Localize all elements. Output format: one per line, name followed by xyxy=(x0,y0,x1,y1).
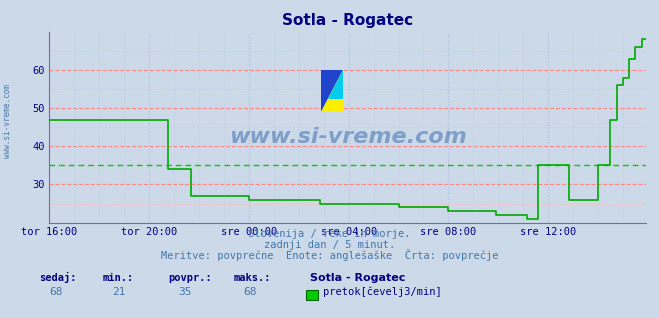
Text: pretok[čevelj3/min]: pretok[čevelj3/min] xyxy=(323,287,442,297)
Polygon shape xyxy=(321,70,343,112)
Text: zadnji dan / 5 minut.: zadnji dan / 5 minut. xyxy=(264,240,395,250)
Title: Sotla - Rogatec: Sotla - Rogatec xyxy=(282,13,413,28)
Text: Meritve: povprečne  Enote: anglešaške  Črta: povprečje: Meritve: povprečne Enote: anglešaške Črt… xyxy=(161,249,498,261)
Polygon shape xyxy=(321,70,343,112)
Text: 35: 35 xyxy=(178,287,191,297)
Text: sedaj:: sedaj: xyxy=(40,273,77,283)
Text: Sotla - Rogatec: Sotla - Rogatec xyxy=(310,273,405,283)
Polygon shape xyxy=(328,70,343,99)
Text: povpr.:: povpr.: xyxy=(168,273,212,283)
Text: www.si-vreme.com: www.si-vreme.com xyxy=(229,127,467,147)
Text: maks.:: maks.: xyxy=(234,273,272,283)
Text: 21: 21 xyxy=(112,287,125,297)
Text: min.:: min.: xyxy=(102,273,133,283)
Text: Slovenija / reke in morje.: Slovenija / reke in morje. xyxy=(248,229,411,239)
Text: www.si-vreme.com: www.si-vreme.com xyxy=(3,84,13,158)
Text: 68: 68 xyxy=(49,287,63,297)
Text: 68: 68 xyxy=(244,287,257,297)
